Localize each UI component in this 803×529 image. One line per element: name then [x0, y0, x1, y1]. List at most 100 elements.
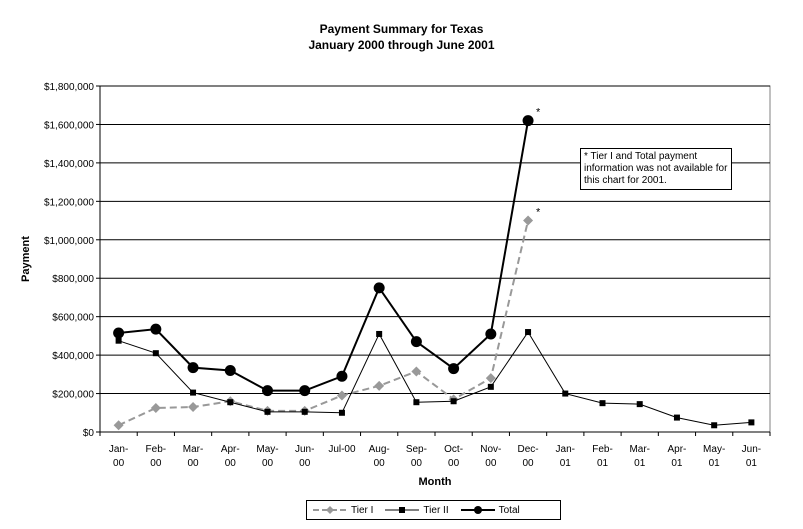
y-tick-label: $800,000 — [52, 274, 94, 285]
x-tick-label: Jul-00 — [328, 444, 356, 455]
x-tick-label: 00 — [522, 458, 534, 469]
x-tick-label: 00 — [374, 458, 386, 469]
data-point-tier-i — [150, 402, 161, 413]
data-point-tier-i — [188, 402, 199, 413]
series-line-total — [118, 120, 530, 392]
x-tick-label: 00 — [262, 458, 274, 469]
annotation-asterisk: * — [536, 207, 541, 219]
y-tick-label: $1,200,000 — [44, 197, 94, 208]
series-line-tier-i — [118, 220, 530, 427]
y-axis-title: Payment — [20, 236, 32, 282]
data-point-tier-ii — [376, 330, 383, 337]
x-tick-label: Apr- — [667, 444, 686, 455]
data-point-tier-ii — [525, 329, 532, 336]
data-point-total — [522, 115, 534, 127]
data-point-total — [187, 362, 199, 374]
x-tick-label: Jan- — [556, 444, 575, 455]
plot-area — [99, 85, 771, 433]
legend-item-tier-1: Tier I — [313, 505, 373, 516]
x-tick-label: Sep- — [406, 444, 427, 455]
data-point-tier-ii — [413, 399, 420, 406]
y-tick-label: $1,000,000 — [44, 236, 94, 247]
data-point-total — [448, 363, 460, 375]
series-line-tier-ii — [118, 331, 752, 426]
legend-swatch-tier-2 — [385, 507, 420, 513]
data-point-total — [485, 328, 497, 340]
legend: Tier I Tier II Total — [306, 500, 561, 520]
y-tick-label: $1,800,000 — [44, 82, 94, 93]
x-tick-label: Feb- — [592, 444, 613, 455]
data-point-tier-i — [411, 366, 422, 377]
x-tick-label: Dec- — [517, 444, 538, 455]
data-point-total — [150, 323, 162, 335]
x-tick-label: May- — [256, 444, 278, 455]
data-point-tier-ii — [562, 390, 569, 397]
x-tick-label: Jun- — [742, 444, 761, 455]
legend-item-tier-2: Tier II — [385, 504, 449, 516]
y-tick-label: $1,400,000 — [44, 159, 94, 170]
data-point-tier-ii — [227, 399, 234, 406]
x-tick-label: Jan- — [109, 444, 128, 455]
y-tick-label: $0 — [83, 428, 95, 439]
x-tick-label: 00 — [448, 458, 460, 469]
x-tick-label: Mar- — [629, 444, 650, 455]
legend-label-tier-2: Tier II — [423, 504, 449, 516]
data-point-tier-ii — [190, 389, 197, 396]
x-tick-label: Mar- — [183, 444, 204, 455]
x-tick-label: 00 — [187, 458, 199, 469]
y-tick-label: $400,000 — [52, 351, 94, 362]
x-tick-label: Nov- — [480, 444, 501, 455]
x-tick-label: 00 — [485, 458, 497, 469]
data-point-tier-ii — [264, 408, 271, 415]
x-tick-label: May- — [703, 444, 725, 455]
y-tick-label: $1,600,000 — [44, 120, 94, 131]
data-point-tier-ii — [115, 337, 122, 344]
data-point-tier-i — [113, 420, 124, 431]
data-point-tier-ii — [487, 383, 494, 390]
legend-swatch-total — [460, 506, 495, 514]
x-tick-label: 01 — [634, 458, 646, 469]
x-tick-label: Jun- — [295, 444, 314, 455]
x-tick-label: 00 — [150, 458, 162, 469]
data-point-tier-i — [336, 390, 347, 401]
x-tick-label: Apr- — [221, 444, 240, 455]
data-point-tier-ii — [673, 414, 680, 421]
x-tick-label: Aug- — [369, 444, 390, 455]
data-point-tier-i — [523, 215, 534, 226]
data-point-tier-ii — [338, 409, 345, 416]
data-point-total — [299, 385, 311, 397]
legend-label-total: Total — [498, 504, 520, 516]
data-point-tier-ii — [711, 422, 718, 429]
chart-subtitle: January 2000 through June 2001 — [308, 38, 495, 52]
x-tick-label: 01 — [671, 458, 683, 469]
data-point-total — [336, 370, 348, 382]
x-tick-label: 01 — [746, 458, 758, 469]
x-tick-label: 00 — [113, 458, 125, 469]
data-point-total — [262, 385, 273, 397]
data-point-total — [373, 282, 385, 294]
data-point-tier-i — [374, 380, 385, 391]
x-tick-label: Feb- — [146, 444, 167, 455]
footnote-box: * Tier I and Total payment information w… — [580, 148, 732, 190]
data-point-tier-ii — [636, 401, 643, 408]
x-tick-label: 01 — [709, 458, 721, 469]
x-tick-label: 01 — [560, 458, 572, 469]
x-tick-label: 01 — [597, 458, 609, 469]
chart-title: Payment Summary for Texas — [319, 22, 484, 36]
y-tick-label: $200,000 — [52, 390, 94, 401]
y-tick-label: $600,000 — [52, 313, 94, 324]
data-point-tier-ii — [599, 400, 606, 407]
data-point-total — [410, 336, 422, 348]
legend-label-tier-1: Tier I — [351, 504, 374, 516]
data-point-tier-ii — [301, 408, 308, 415]
data-point-total — [224, 364, 236, 376]
legend-item-total: Total — [460, 504, 520, 516]
x-tick-label: 00 — [299, 458, 311, 469]
x-tick-label: 00 — [411, 458, 423, 469]
data-point-tier-ii — [748, 419, 755, 426]
data-point-tier-i — [485, 373, 496, 384]
legend-swatch-tier-1 — [313, 506, 347, 514]
annotation-asterisk: * — [536, 107, 541, 119]
data-point-tier-ii — [152, 350, 159, 357]
